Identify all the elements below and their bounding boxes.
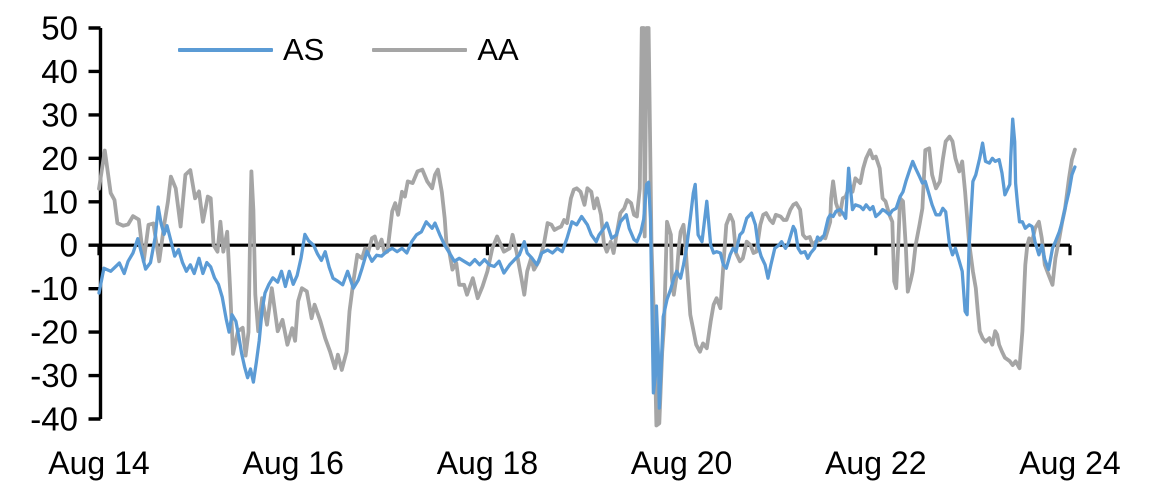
y-tick-label: 30	[41, 96, 78, 133]
x-axis	[97, 243, 1072, 256]
y-tick-label: 40	[41, 53, 78, 90]
legend-swatch-as	[178, 48, 273, 52]
x-tick-label: Aug 20	[631, 445, 732, 481]
x-tick-label: Aug 18	[437, 445, 538, 481]
legend-swatch-aa	[372, 48, 468, 52]
x-tick-label: Aug 16	[242, 445, 343, 481]
y-axis	[88, 26, 103, 421]
legend-label-as: AS	[283, 32, 325, 67]
y-tick-label: 0	[60, 227, 78, 264]
y-tick-label: -40	[30, 401, 78, 438]
legend-item-as: AS	[178, 33, 324, 67]
y-tick-label: 10	[41, 183, 78, 220]
y-tick-label: 20	[41, 140, 78, 177]
series-line-AS	[97, 117, 1077, 410]
x-tick-label: Aug 24	[1019, 445, 1120, 481]
x-tick-label: Aug 14	[48, 445, 149, 481]
legend-item-aa: AA	[372, 32, 519, 67]
y-tick-label: -10	[30, 270, 78, 307]
x-tick-label: Aug 22	[825, 445, 926, 481]
legend: AS AA	[178, 33, 519, 67]
series-line-AA	[97, 26, 1077, 428]
y-tick-label: 50	[41, 10, 78, 47]
y-tick-label: -30	[30, 357, 78, 394]
y-tick-label: -20	[30, 314, 78, 351]
legend-label-aa: AA	[477, 32, 519, 67]
